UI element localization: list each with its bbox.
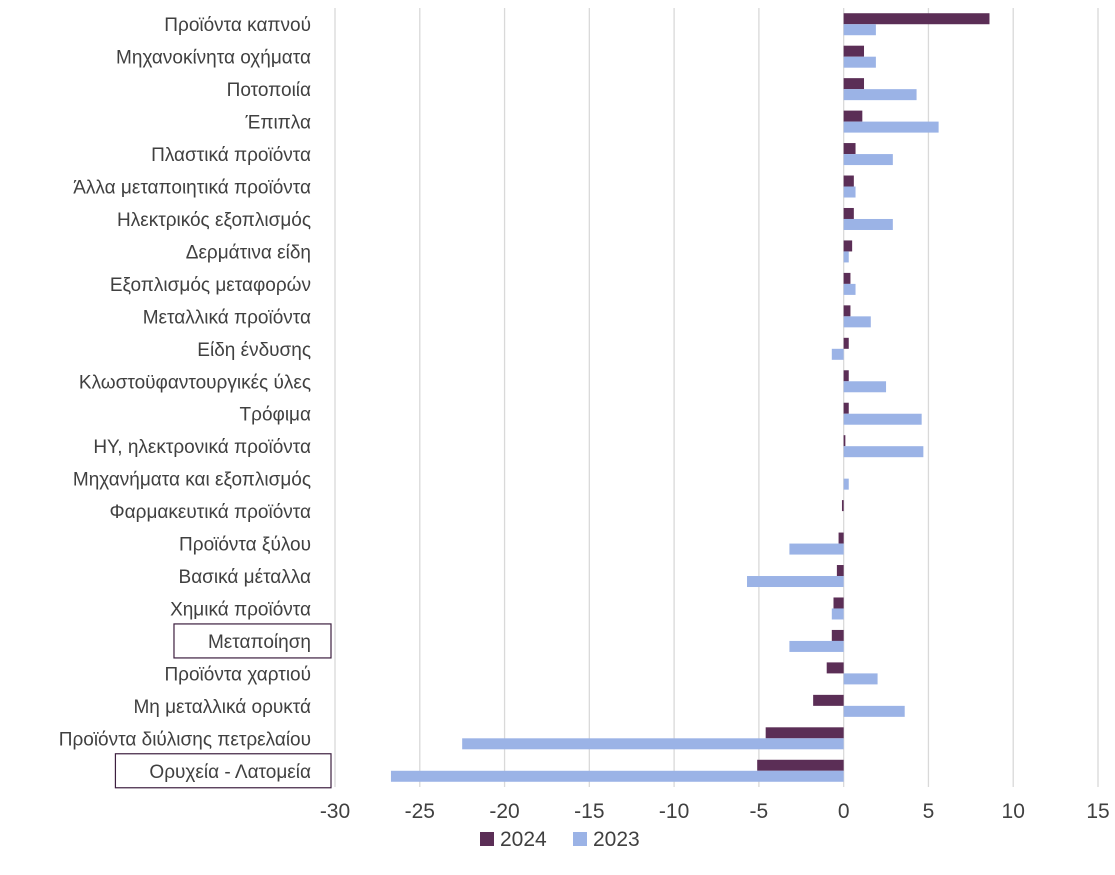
category-label: Κλωστοϋφαντουργικές ύλες: [79, 372, 311, 393]
category-label: Έπιπλα: [244, 113, 311, 134]
bar-2023: [843, 186, 856, 198]
category-label: Προϊόντα ξύλου: [179, 535, 311, 556]
x-tick-label: -5: [750, 800, 769, 823]
bar-2023: [843, 446, 924, 458]
category-labels: Προϊόντα καπνού Μηχανοκίνητα οχήματα Ποτοπ…: [59, 15, 311, 783]
highlight-box: [173, 623, 332, 659]
x-axis-tick-labels: -30 -25 -20 -15 -10 -5 0 5 10 15: [320, 800, 1110, 823]
bar-2024: [843, 207, 854, 219]
x-tick-label: 15: [1086, 800, 1109, 823]
x-tick-label: 10: [1002, 800, 1025, 823]
bar-2023: [843, 673, 878, 685]
bar-2023: [843, 154, 893, 166]
bar-2024: [841, 500, 844, 512]
bar-2023: [843, 478, 849, 490]
bar-2024: [813, 694, 844, 706]
bar-2024: [843, 240, 853, 252]
bar-2023: [462, 738, 844, 750]
bar-2023: [843, 705, 905, 717]
x-tick-label: 0: [838, 800, 850, 823]
x-tick-label: -20: [489, 800, 519, 823]
category-label: Προϊόντα καπνού: [164, 15, 311, 36]
bar-2024: [843, 402, 849, 414]
bar-2024: [843, 110, 863, 122]
category-label: Μη μεταλλικά ορυκτά: [133, 697, 311, 718]
bars: [390, 13, 990, 782]
x-tick-label: -10: [659, 800, 689, 823]
bar-2023: [747, 576, 844, 588]
bar-2023: [843, 24, 876, 36]
category-label: Είδη ένδυσης: [197, 340, 311, 361]
category-label: Χημικά προϊόντα: [170, 599, 311, 620]
highlight-box: [114, 753, 332, 789]
bar-2023: [843, 316, 871, 328]
bar-2024: [843, 435, 846, 447]
bar-2024: [838, 532, 844, 544]
bar-2024: [843, 78, 865, 90]
bar-2023: [843, 218, 893, 230]
legend-label-2024: 2024: [500, 828, 547, 851]
bar-2024: [843, 305, 851, 317]
x-tick-label: 5: [923, 800, 935, 823]
bar-2024: [843, 370, 849, 382]
category-label: ΗΥ, ηλεκτρονικά προϊόντα: [93, 437, 311, 458]
category-label: Φαρμακευτικά προϊόντα: [110, 502, 312, 523]
bar-2024: [836, 565, 844, 577]
x-tick-label: -15: [574, 800, 604, 823]
category-label: Μηχανήματα και εξοπλισμός: [73, 470, 311, 491]
bar-2024: [831, 629, 844, 641]
gridlines: [334, 8, 1099, 787]
category-label: Τρόφιμα: [240, 405, 311, 426]
category-label: Πλαστικά προϊόντα: [151, 145, 311, 166]
bar-2023: [843, 381, 887, 393]
bar-2023: [789, 543, 844, 555]
legend: 2024 2023: [480, 828, 640, 851]
bar-2023: [831, 608, 844, 620]
category-label: Ορυχεία - Λατομεία: [149, 762, 311, 783]
bar-2024: [843, 175, 854, 187]
bar-2023: [789, 640, 844, 652]
category-label: Προϊόντα χαρτιού: [164, 664, 311, 685]
bar-2024: [843, 143, 856, 155]
bar-2024: [843, 13, 990, 25]
category-label: Δερμάτινα είδη: [186, 242, 311, 263]
bar-2024: [826, 662, 844, 674]
bar-2024: [843, 337, 849, 349]
category-label: Ηλεκτρικός εξοπλισμός: [117, 210, 311, 231]
bar-2023: [843, 251, 849, 263]
category-label: Ποτοποιία: [227, 80, 311, 101]
category-label: Βασικά μέταλλα: [179, 567, 311, 588]
bar-2024: [765, 727, 844, 739]
category-label: Προϊόντα διύλισης πετρελαίου: [59, 729, 311, 750]
bar-2023: [843, 283, 856, 295]
bar-2023: [843, 56, 876, 68]
bar-2024: [843, 45, 865, 57]
legend-label-2023: 2023: [593, 828, 640, 851]
bar-2023: [843, 89, 917, 101]
bar-2023: [843, 413, 922, 425]
category-label: Μεταλλικά προϊόντα: [143, 307, 311, 328]
bar-2023: [831, 348, 844, 360]
category-label: Μηχανοκίνητα οχήματα: [116, 48, 311, 69]
bar-2024: [833, 597, 844, 609]
x-tick-label: -25: [405, 800, 435, 823]
category-label: Εξοπλισμός μεταφορών: [110, 275, 311, 296]
category-label: Μεταποίηση: [208, 632, 311, 653]
legend-swatch-2024: [480, 832, 494, 846]
highlight-boxes: [114, 623, 332, 789]
bar-2023: [843, 121, 939, 133]
legend-swatch-2023: [573, 832, 587, 846]
bar-2024: [843, 272, 851, 284]
bar-2023: [390, 770, 844, 782]
x-tick-label: -30: [320, 800, 350, 823]
category-label: Άλλα μεταποιητικά προϊόντα: [73, 178, 311, 199]
bar-2024: [757, 759, 844, 771]
